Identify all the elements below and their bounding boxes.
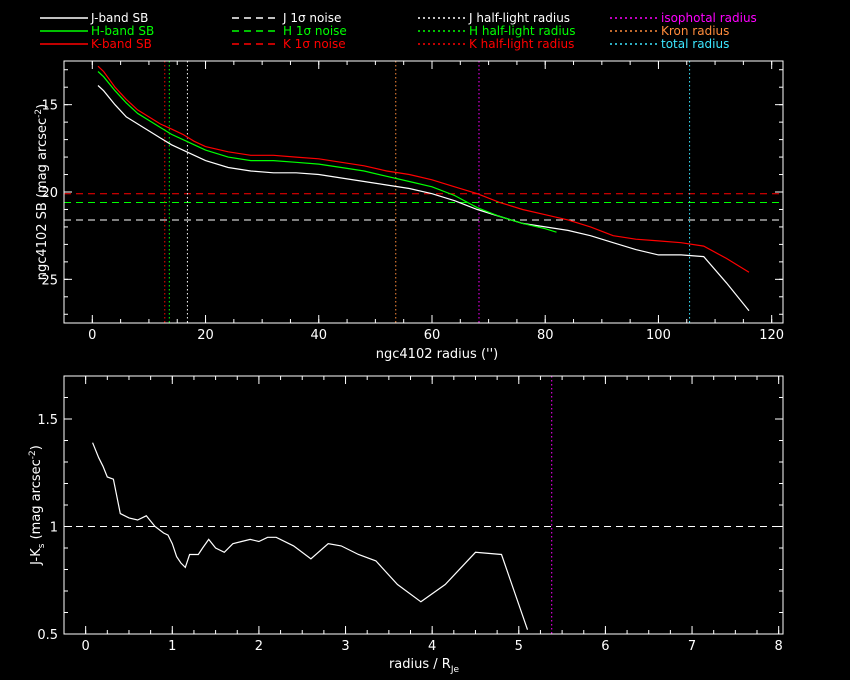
color-x-axis-label: radius / RJe [389,657,460,675]
color-y-tick-label: 1.5 [37,413,58,428]
color-x-tick-label: 6 [601,639,609,654]
color-profile-series [64,376,783,634]
legend-label-k-band-sb: K-band SB [91,37,152,51]
legend-label-h-band-sb: H-band SB [91,24,154,38]
sb-series-k-band-sb [97,65,750,273]
legend-label-h-half-light-radius: H half-light radius [469,24,576,38]
color-profile-axes: 0 1 2 3 4 5 6 7 8 0.5 1 1.5 [37,375,784,654]
sb-x-tick-label: 100 [646,328,671,343]
color-y-tick-label: 1 [50,521,58,536]
sb-x-tick-label: 0 [88,328,96,343]
color-profile-panel: 0 1 2 3 4 5 6 7 8 0.5 1 1.5 radius / RJe J-Ks (mag … [28,375,784,675]
legend-label-j-1-noise: J 1σ noise [282,11,341,25]
sb-profile-panel: 0 20 40 60 80 100 120 15 20 25 ngc4102 radius (''… [34,60,784,362]
color-x-tick-label: 4 [428,639,436,654]
legend-label-isophotal-radius: isophotal radius [661,11,757,25]
sb-x-tick-label: 80 [537,328,554,343]
sb-plot-area [64,61,783,323]
sb-x-tick-label: 120 [759,328,784,343]
color-x-tick-label: 8 [775,639,783,654]
color-plot-area [64,376,783,634]
sb-y-axis-label: ngc4102 SB (mag arcsec-2) [34,104,50,280]
sb-y-tick-label: 15 [41,99,58,114]
sb-x-axis-label: ngc4102 radius ('') [376,347,498,362]
legend-label-j-half-light-radius: J half-light radius [468,11,570,25]
color-x-tick-label: 0 [82,639,90,654]
sb-y-tick-label: 25 [41,273,58,288]
color-series-line-0 [92,442,529,630]
color-x-tick-label: 7 [688,639,696,654]
sb-y-tick-label: 20 [41,186,58,201]
sb-x-tick-label: 20 [197,328,214,343]
sb-x-tick-label: 40 [310,328,327,343]
color-y-tick-label: 0.5 [37,628,58,643]
color-x-tick-label: 5 [515,639,523,654]
sb-profile-axes: 0 20 40 60 80 100 120 15 20 25 [41,60,784,343]
legend-label-total-radius: total radius [661,37,729,51]
legend-label-k-1-noise: K 1σ noise [283,37,346,51]
color-x-tick-label: 1 [168,639,176,654]
sb-x-tick-label: 60 [424,328,441,343]
legend-label-h-1-noise: H 1σ noise [283,24,347,38]
legend-label-kron-radius: Kron radius [661,24,729,38]
legend-label-k-half-light-radius: K half-light radius [469,37,574,51]
sb-series-j-band-sb [97,85,750,312]
color-y-axis-label: J-Ks (mag arcsec-2) [28,445,47,566]
color-x-tick-label: 2 [255,639,263,654]
color-x-tick-label: 3 [341,639,349,654]
sb-series-h-band-sb [97,71,557,233]
sb-profile-series [64,61,783,323]
legend-label-j-band-sb: J-band SB [90,11,148,25]
